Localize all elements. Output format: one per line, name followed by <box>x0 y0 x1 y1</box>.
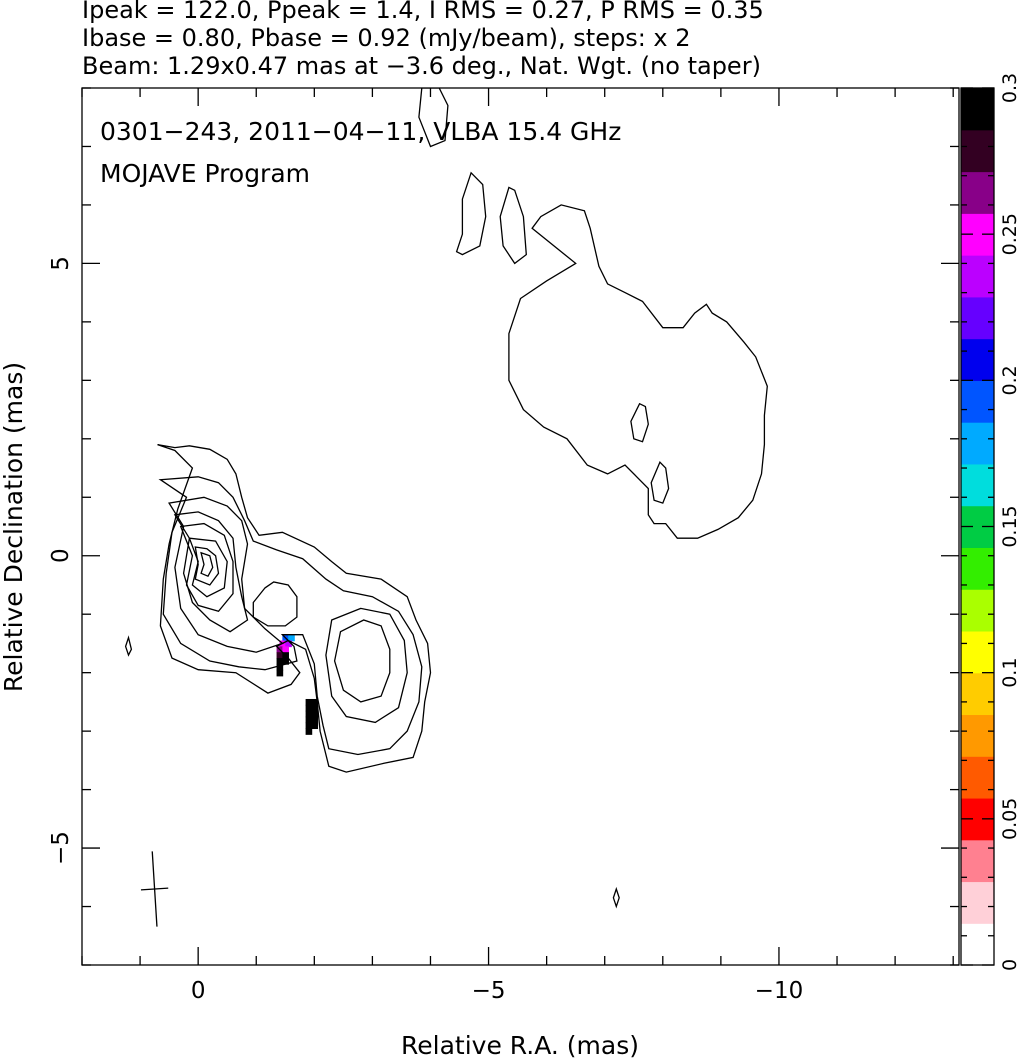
header-base-line: Ibase = 0.80, Pbase = 0.92 (mJy/beam), s… <box>82 24 691 52</box>
polarization-pixels <box>276 634 319 735</box>
pol-pixel-21 <box>311 722 319 730</box>
x-axis-label: Relative R.A. (mas) <box>401 1031 639 1060</box>
pol-pixel-15 <box>311 704 319 712</box>
pol-pixel-10 <box>276 663 284 671</box>
beam-marker <box>140 851 169 927</box>
contour-2 <box>168 496 284 653</box>
contour-6 <box>194 546 220 586</box>
contour-5 <box>188 537 228 598</box>
pol-pixel-8 <box>276 658 284 665</box>
pol-pixel-5 <box>282 646 289 654</box>
plot-frame <box>81 87 960 966</box>
pol-pixel-20 <box>305 722 313 730</box>
y-tick-label: −5 <box>48 831 74 865</box>
axis-ticks <box>81 87 959 966</box>
y-axis-label: Relative Declination (mas) <box>0 362 28 692</box>
colorbar-segment <box>961 589 994 632</box>
source-title: 0301−243, 2011−04−11, VLBA 15.4 GHz <box>100 117 621 146</box>
colorbar-segment <box>961 923 994 966</box>
colorbar-segment <box>961 547 994 590</box>
colorbar-segment <box>961 255 994 298</box>
colorbar-tick-label: 0.15 <box>999 505 1021 547</box>
pol-pixel-16 <box>305 710 313 718</box>
colorbar <box>960 87 995 966</box>
contour-8 <box>252 581 298 627</box>
colorbar-labels: 0 0.05 0.1 0.15 0.2 0.25 0.3 <box>999 73 1021 971</box>
colorbar-segment <box>961 839 994 883</box>
pol-pixel-3 <box>285 640 292 648</box>
contour-18 <box>612 886 620 909</box>
pol-pixel-6 <box>276 652 284 659</box>
colorbar-segment <box>961 672 994 716</box>
pol-pixel-19 <box>311 716 319 724</box>
pol-pixel-14 <box>305 704 313 712</box>
header-beam-line: Beam: 1.29x0.47 mas at −3.6 deg., Nat. W… <box>82 52 761 80</box>
colorbar-segment <box>961 463 994 507</box>
y-tick-label: 0 <box>48 548 74 563</box>
x-tick-label: −10 <box>755 978 804 1004</box>
colorbar-tick-label: 0.1 <box>999 658 1021 688</box>
colorbar-segment <box>961 171 994 214</box>
contour-16 <box>418 88 449 148</box>
contour-4 <box>179 522 234 613</box>
pol-pixel-17 <box>311 710 319 718</box>
x-tick-label: 0 <box>191 978 206 1004</box>
contour-17 <box>124 635 133 657</box>
colorbar-segment <box>961 88 994 131</box>
colorbar-tick-label: 0.2 <box>999 365 1021 395</box>
colorbar-segment <box>961 296 994 340</box>
colorbar-segment <box>961 129 994 173</box>
colorbar-tick-label: 0.25 <box>999 213 1021 255</box>
contour-3 <box>173 511 249 633</box>
contour-14 <box>630 402 649 443</box>
pol-pixel-11 <box>276 669 284 677</box>
x-tick-label: −5 <box>472 978 506 1004</box>
colorbar-tick-label: 0 <box>999 959 1021 971</box>
pol-pixel-9 <box>282 658 289 665</box>
contour-10 <box>325 607 408 724</box>
colorbar-tick-label: 0.3 <box>999 73 1021 103</box>
beam-minor-axis <box>140 887 169 891</box>
contour-7 <box>200 551 214 578</box>
pol-pixel-12 <box>305 698 313 706</box>
pol-pixel-1 <box>288 634 295 642</box>
colorbar-segment <box>961 630 994 674</box>
contour-9 <box>333 619 391 703</box>
colorbar-segment <box>961 881 994 924</box>
pol-pixel-18 <box>305 716 313 724</box>
contour-0 <box>157 443 432 773</box>
colorbar-tick-label: 0.05 <box>999 798 1021 840</box>
colorbar-segment <box>961 422 994 465</box>
colorbar-segment <box>961 338 994 381</box>
contour-1 <box>158 476 423 756</box>
contour-11 <box>499 186 527 265</box>
contour-15 <box>650 461 670 504</box>
program-subtitle: MOJAVE Program <box>100 159 310 188</box>
colorbar-segment <box>961 756 994 799</box>
pol-pixel-13 <box>311 698 319 706</box>
colorbar-segment <box>961 714 994 757</box>
contour-12 <box>455 171 487 256</box>
colorbar-segment <box>961 380 994 423</box>
y-tick-label: 5 <box>48 256 74 271</box>
axis-tick-labels: 0 −5 −10 −5 0 5 <box>48 256 803 1004</box>
contour-13 <box>508 204 768 539</box>
pol-pixel-22 <box>305 728 313 735</box>
header-stats-line: Ipeak = 122.0, Ppeak = 1.4, I RMS = 0.27… <box>82 0 764 24</box>
intensity-contours <box>124 88 768 909</box>
